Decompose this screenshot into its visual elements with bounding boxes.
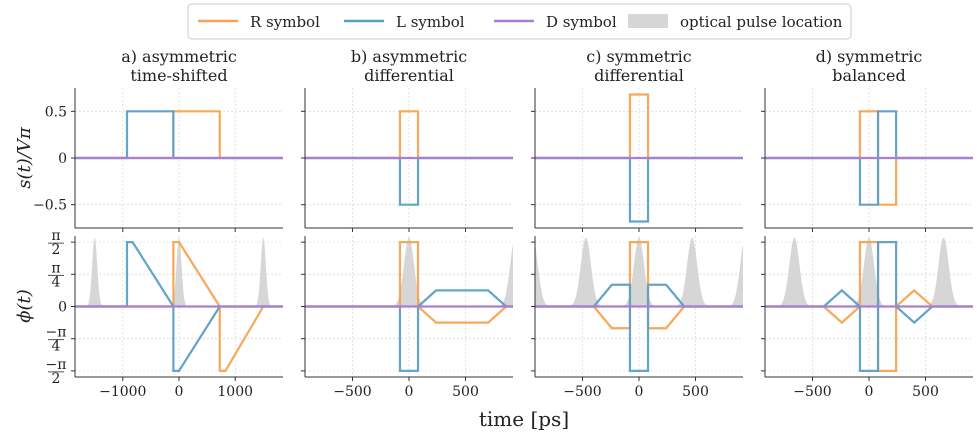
subplot-voltage	[761, 88, 973, 232]
axis-labels: s(t)/Vπ ϕ(t) time [ps]	[14, 126, 569, 431]
legend-label: R symbol	[250, 13, 320, 31]
y-tick-label: 0	[58, 151, 67, 167]
y-tick-denominator: 2	[52, 242, 61, 258]
legend-item: D symbol	[494, 13, 617, 31]
x-tick-label: 1000	[217, 384, 253, 400]
subplot-phase: −500 0 500	[761, 236, 973, 400]
optical-pulse	[730, 244, 743, 307]
subplot-phase: −500 0 500	[301, 236, 513, 400]
optical-pulse	[623, 237, 655, 307]
optical-pulse	[171, 237, 187, 307]
x-tick-label: 500	[912, 384, 939, 400]
y-tick-denominator: 2	[52, 371, 61, 387]
optical-pulse	[500, 244, 513, 307]
y-tick-numerator: π	[51, 260, 60, 276]
y-tick-numerator: −π	[46, 325, 67, 341]
optical-pulse	[535, 244, 548, 307]
y-tick-label: −π4	[46, 325, 67, 355]
series-R-line	[535, 241, 743, 330]
optical-pulse	[779, 237, 810, 307]
subplot-voltage	[301, 88, 513, 232]
legend: R symbol L symbol D symbol optical pulse lo…	[187, 3, 852, 40]
x-axis-label: time [ps]	[479, 407, 569, 431]
x-tick-label: 0	[175, 384, 184, 400]
optical-pulse	[676, 237, 708, 307]
optical-pulse	[853, 237, 885, 307]
subplot-title: differential	[594, 66, 684, 85]
y-tick-label: −π2	[46, 357, 67, 387]
x-tick-label: −500	[793, 384, 831, 400]
legend-label: D symbol	[546, 13, 617, 31]
optical-pulse	[928, 237, 959, 307]
series-R-line	[75, 110, 283, 160]
legend-item: optical pulse location	[628, 13, 843, 31]
legend-label: optical pulse location	[680, 13, 843, 31]
subplot-grid: a) asymmetrictime-shifted0.50−0.5π2π40−π…	[33, 47, 973, 400]
optical-pulse	[255, 237, 271, 307]
subplot-title: c) symmetric	[586, 47, 692, 66]
series-L-line	[535, 283, 743, 372]
subplot-phase: −500 0 500	[531, 236, 743, 400]
subplot-voltage	[531, 88, 743, 232]
subplot-title: b) asymmetric	[351, 47, 467, 66]
y-tick-label: π4	[48, 260, 64, 290]
legend-item: L symbol	[344, 13, 465, 31]
optical-pulse	[87, 237, 103, 307]
subplot-title: a) asymmetric	[121, 47, 237, 66]
y-tick-numerator: π	[51, 228, 60, 244]
x-tick-label: 500	[452, 384, 479, 400]
y-tick-numerator: −π	[46, 357, 67, 373]
series-L-line	[75, 110, 283, 160]
y-tick-denominator: 4	[52, 339, 61, 355]
y-tick-label: 0.5	[45, 104, 67, 120]
legend-label: L symbol	[396, 13, 465, 31]
x-tick-label: −1000	[99, 384, 146, 400]
y-axis-label-phase: ϕ(t)	[14, 289, 35, 323]
x-tick-label: 500	[682, 384, 709, 400]
x-tick-label: 0	[405, 384, 414, 400]
y-axis-label-voltage: s(t)/Vπ	[14, 126, 35, 189]
subplot-title: time-shifted	[130, 66, 227, 85]
y-tick-denominator: 4	[52, 274, 61, 290]
x-tick-label: −500	[333, 384, 371, 400]
x-tick-label: 0	[635, 384, 644, 400]
subplot-title: d) symmetric	[816, 47, 923, 66]
legend-item: R symbol	[198, 13, 320, 31]
x-tick-label: 0	[865, 384, 874, 400]
subplot-title: differential	[364, 66, 454, 85]
subplot-voltage: 0.5 0 −0.5	[33, 88, 283, 232]
optical-pulse	[393, 237, 425, 307]
y-tick-label: −0.5	[33, 198, 67, 214]
optical-pulse	[570, 237, 602, 307]
x-tick-label: −500	[563, 384, 601, 400]
series-R-line	[305, 110, 513, 160]
y-tick-label: π2	[48, 228, 64, 258]
subplot-title: balanced	[832, 66, 905, 85]
legend-swatch	[628, 14, 668, 28]
y-tick-label: 0	[58, 300, 67, 316]
